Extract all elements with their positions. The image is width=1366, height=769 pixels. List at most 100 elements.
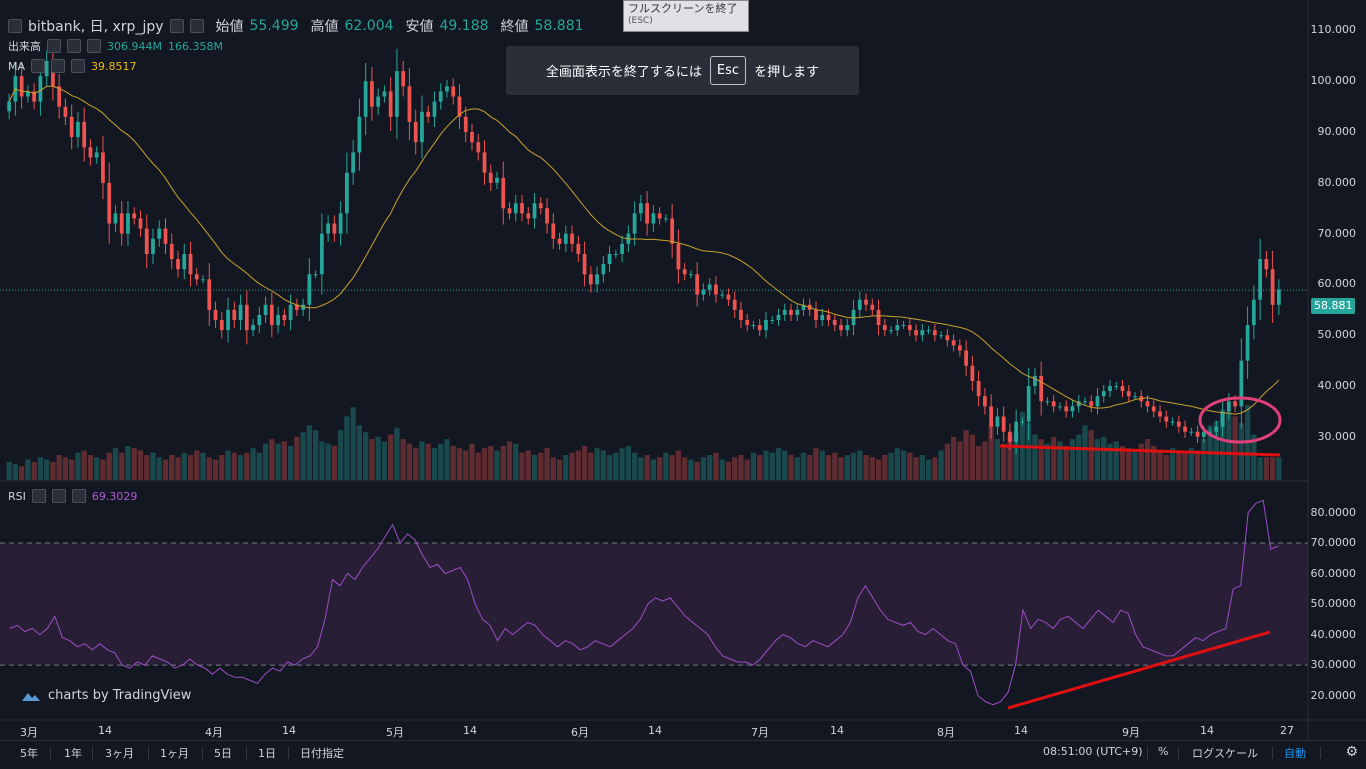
chart-canvas[interactable] (0, 0, 1366, 740)
settings-icon[interactable] (51, 59, 66, 73)
eye-icon[interactable] (47, 39, 61, 53)
settings-icon[interactable] (169, 19, 184, 33)
volume-bar (12, 464, 19, 480)
candle-body (901, 325, 906, 327)
tradingview-watermark[interactable]: charts by TradingView (20, 688, 191, 703)
range-5d[interactable]: 5日 (214, 747, 232, 760)
candle-body (426, 111, 431, 117)
rsi-label[interactable]: RSI (8, 489, 26, 503)
candle-body (432, 101, 437, 117)
candle-body (82, 121, 87, 148)
candle-body (545, 208, 549, 224)
breakout-ellipse (1198, 396, 1282, 444)
candle-body (789, 309, 793, 315)
volume-bar (62, 457, 69, 480)
candle-body (707, 284, 712, 290)
close-icon[interactable] (71, 59, 86, 73)
volume-bar (638, 457, 644, 480)
rsi-trendline (1007, 630, 1271, 710)
candle-body (1195, 431, 1200, 437)
close-icon[interactable] (87, 39, 101, 53)
price-tick-label: 70.000 (1317, 226, 1357, 240)
symbol-title[interactable]: bitbank, 日, xrp_jpy (28, 19, 164, 35)
volume-bar (875, 459, 882, 480)
eye-icon[interactable] (31, 489, 46, 503)
range-3m[interactable]: 3ヶ月 (105, 747, 134, 760)
compare-icon[interactable] (189, 19, 204, 33)
volume-bar (969, 434, 976, 480)
gear-icon[interactable]: ⚙ (1345, 744, 1358, 760)
candle-body (845, 325, 850, 331)
volume-bar (594, 448, 600, 480)
volume-bar (1194, 450, 1201, 480)
range-1y[interactable]: 1年 (64, 747, 82, 760)
volume-label[interactable]: 出来高 (8, 40, 41, 53)
rsi-tick-label: 60.0000 (1310, 566, 1357, 580)
candle-body (551, 223, 556, 239)
volume-bar (87, 455, 94, 480)
watermark-text: charts by TradingView (48, 688, 192, 703)
candle-body (119, 213, 124, 234)
ma-label[interactable]: MA (8, 59, 26, 73)
eye-icon[interactable] (31, 59, 46, 73)
rsi-tick-label: 20.0000 (1310, 688, 1357, 702)
log-scale-toggle[interactable]: ログスケール (1192, 747, 1258, 760)
candle-body (632, 213, 637, 234)
range-5y[interactable]: 5年 (20, 747, 38, 760)
volume-bar (744, 459, 750, 480)
clock[interactable]: 08:51:00 (UTC+9) (1043, 745, 1143, 758)
collapse-icon[interactable] (8, 19, 22, 33)
price-tick-label: 100.000 (1310, 74, 1357, 88)
volume-bar (1101, 436, 1107, 480)
settings-icon[interactable] (67, 39, 81, 53)
candle-body (613, 253, 618, 255)
volume-bar (281, 441, 287, 480)
candle-body (1151, 406, 1156, 412)
volume-bar (431, 448, 438, 480)
candle-body (964, 350, 969, 366)
candle-body (1170, 421, 1175, 423)
open-label: 始値 (215, 19, 244, 35)
candle-body (1276, 289, 1281, 305)
volume-bar (438, 443, 444, 480)
candle-body (638, 203, 643, 214)
volume-bar (262, 443, 269, 480)
candle-body (188, 253, 193, 275)
candle-body (395, 71, 399, 117)
candle-body (451, 86, 456, 97)
candle-body (244, 304, 249, 331)
candle-body (1039, 375, 1044, 402)
volume-bar (600, 450, 606, 480)
range-1m[interactable]: 1ヶ月 (160, 747, 189, 760)
settings-icon[interactable] (51, 489, 66, 503)
volume-bar (925, 459, 932, 480)
volume-bar (581, 445, 588, 480)
volume-bar (725, 461, 732, 480)
date-tick-label: 8月 (937, 726, 955, 739)
date-tick-label: 14 (1200, 724, 1214, 737)
candle-body (263, 304, 268, 315)
ma-legend: MA 39.8517 (8, 59, 137, 73)
candle-body (932, 330, 937, 336)
volume-bar (713, 452, 719, 480)
rsi-tick-label: 30.0000 (1310, 658, 1357, 672)
candle-body (607, 253, 612, 265)
candle-body (488, 172, 493, 183)
volume-bar (75, 452, 81, 480)
candle-body (1176, 421, 1181, 427)
rsi-tick-label: 70.0000 (1310, 536, 1357, 550)
auto-scale-toggle[interactable]: 自動 (1284, 747, 1306, 760)
candle-body (370, 81, 374, 107)
candle-body (1064, 406, 1069, 412)
range-custom[interactable]: 日付指定 (300, 747, 344, 760)
close-icon[interactable] (71, 489, 86, 503)
volume-bar (763, 450, 769, 480)
volume-bar (31, 461, 37, 480)
volume-legend: 出来高 306.944M 166.358M (8, 38, 223, 54)
volume-bar (269, 439, 275, 480)
volume-bar (707, 455, 713, 480)
percent-toggle[interactable]: % (1158, 745, 1169, 758)
volume-bar (112, 448, 119, 480)
range-1d[interactable]: 1日 (258, 747, 276, 760)
volume-bar (769, 452, 775, 480)
